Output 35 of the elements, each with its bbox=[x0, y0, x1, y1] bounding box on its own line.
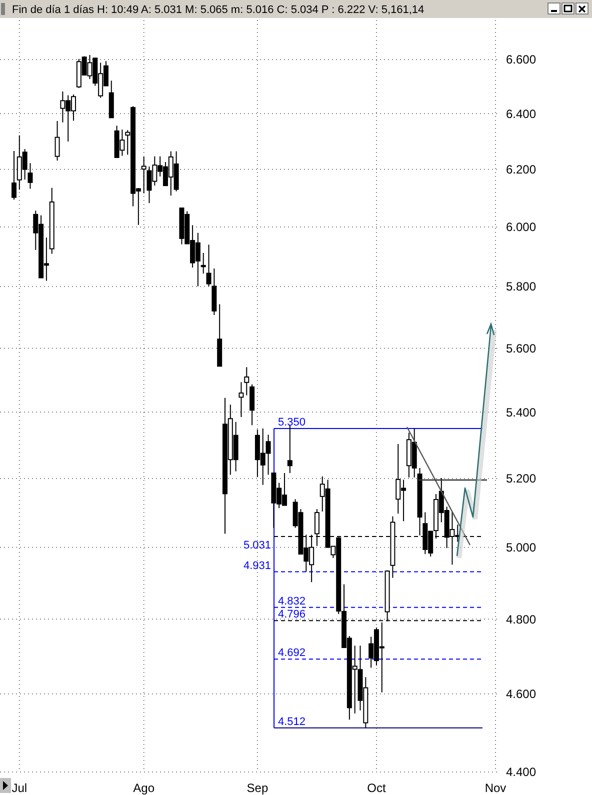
y-tick-label: 6.600 bbox=[506, 52, 536, 67]
y-tick-label: 6.400 bbox=[506, 106, 536, 121]
ref-line-label: 5.031 bbox=[243, 540, 272, 552]
y-tick-label: 5.600 bbox=[506, 341, 536, 356]
candlestick bbox=[200, 252, 206, 274]
candlestick bbox=[287, 424, 292, 474]
ref-line-label: 4.796 bbox=[278, 608, 306, 621]
y-tick-label: 5.200 bbox=[506, 472, 536, 486]
x-tick-label: Jul bbox=[12, 781, 28, 795]
candlestick bbox=[28, 162, 33, 190]
ref-line-label: 4.512 bbox=[278, 716, 306, 728]
x-tick-label: Nov bbox=[484, 781, 506, 795]
candlestick bbox=[141, 156, 146, 194]
y-tick-label: 6.000 bbox=[506, 220, 536, 234]
y-tick-label: 6.200 bbox=[506, 162, 536, 177]
ref-line-label: 4.931 bbox=[243, 560, 272, 572]
y-tick-label: 5.800 bbox=[506, 280, 536, 294]
candlestick bbox=[12, 150, 16, 200]
candlestick bbox=[206, 244, 212, 287]
y-tick-label: 5.000 bbox=[506, 540, 536, 555]
candlestick bbox=[250, 384, 255, 426]
x-tick-label: Oct bbox=[367, 781, 386, 795]
x-tick-label: Sep bbox=[246, 781, 268, 795]
candlestick bbox=[238, 382, 244, 418]
y-tick-label: 4.400 bbox=[506, 765, 536, 780]
y-tick-label: 4.800 bbox=[506, 612, 536, 626]
candlestick bbox=[54, 120, 60, 162]
y-tick-label: 4.600 bbox=[506, 687, 536, 702]
chart-title: Fin de día 1 días H: 10:49 A: 5.031 M: 5.065 m: 5.016 C: 5.034 P : 6.222 V: 5,161,14 bbox=[12, 4, 424, 16]
y-tick-label: 5.400 bbox=[506, 405, 536, 420]
ref-line-label: 5.350 bbox=[278, 416, 306, 428]
candlestick bbox=[244, 366, 250, 396]
ref-line-label: 4.832 bbox=[278, 595, 306, 608]
ref-line-label: 4.692 bbox=[278, 647, 306, 660]
x-tick-label: Ago bbox=[133, 781, 155, 795]
